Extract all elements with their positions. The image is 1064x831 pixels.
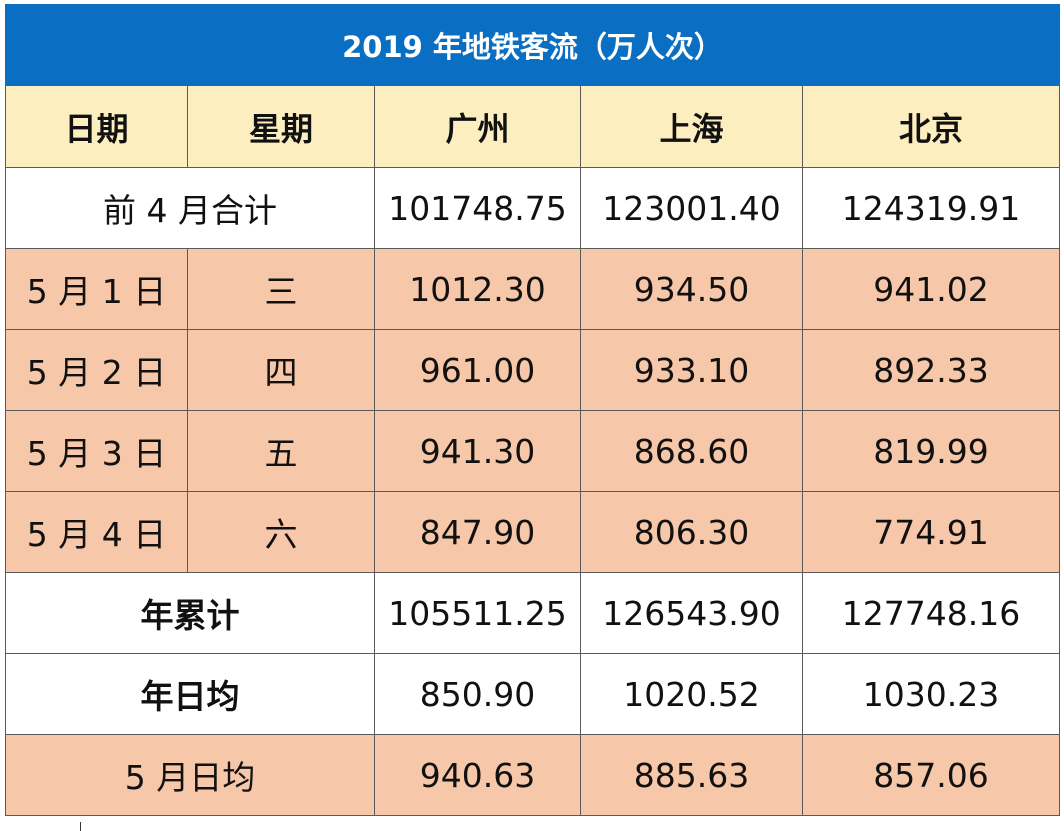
cell-beijing: 774.91 xyxy=(801,491,1061,573)
cell-beijing: 892.33 xyxy=(801,329,1061,411)
metro-ridership-table: 2019 年地铁客流（万人次） 日期 星期 广州 上海 北京 前 4 月合计 1… xyxy=(4,4,1061,816)
header-date: 日期 xyxy=(5,85,188,168)
cell-beijing: 1030.23 xyxy=(801,653,1061,735)
cell-guangzhou: 850.90 xyxy=(374,653,581,735)
row-label: 年累计 xyxy=(5,572,375,654)
cell-guangzhou: 941.30 xyxy=(374,410,581,492)
header-row: 日期 星期 广州 上海 北京 xyxy=(5,85,1061,168)
row-label: 前 4 月合计 xyxy=(5,167,375,249)
cell-beijing: 941.02 xyxy=(801,248,1061,330)
header-shanghai: 上海 xyxy=(580,85,803,168)
cell-date: 5 月 2 日 xyxy=(5,329,188,411)
cell-shanghai: 885.63 xyxy=(580,734,803,816)
cell-shanghai: 123001.40 xyxy=(580,167,803,249)
table-row: 5 月 1 日 三 1012.30 934.50 941.02 xyxy=(5,248,1061,330)
table-row: 年日均 850.90 1020.52 1030.23 xyxy=(5,653,1061,735)
divider-mark xyxy=(80,822,81,831)
header-guangzhou: 广州 xyxy=(374,85,581,168)
header-beijing: 北京 xyxy=(801,85,1061,168)
cell-guangzhou: 105511.25 xyxy=(374,572,581,654)
table-row: 前 4 月合计 101748.75 123001.40 124319.91 xyxy=(5,167,1061,249)
cell-beijing: 124319.91 xyxy=(801,167,1061,249)
cell-beijing: 819.99 xyxy=(801,410,1061,492)
cell-date: 5 月 3 日 xyxy=(5,410,188,492)
cell-guangzhou: 1012.30 xyxy=(374,248,581,330)
cell-weekday: 六 xyxy=(187,491,375,573)
cell-weekday: 四 xyxy=(187,329,375,411)
cell-beijing: 127748.16 xyxy=(801,572,1061,654)
header-weekday: 星期 xyxy=(187,85,375,168)
cell-shanghai: 933.10 xyxy=(580,329,803,411)
table-row: 5 月 2 日 四 961.00 933.10 892.33 xyxy=(5,329,1061,411)
cell-date: 5 月 4 日 xyxy=(5,491,188,573)
cell-weekday: 三 xyxy=(187,248,375,330)
table-row: 5 月 3 日 五 941.30 868.60 819.99 xyxy=(5,410,1061,492)
row-label: 年日均 xyxy=(5,653,375,735)
cell-shanghai: 868.60 xyxy=(580,410,803,492)
cell-shanghai: 934.50 xyxy=(580,248,803,330)
cell-guangzhou: 940.63 xyxy=(374,734,581,816)
table-row: 5 月日均 940.63 885.63 857.06 xyxy=(5,734,1061,816)
cell-shanghai: 1020.52 xyxy=(580,653,803,735)
cell-guangzhou: 961.00 xyxy=(374,329,581,411)
table-row: 年累计 105511.25 126543.90 127748.16 xyxy=(5,572,1061,654)
cell-beijing: 857.06 xyxy=(801,734,1061,816)
table-row: 5 月 4 日 六 847.90 806.30 774.91 xyxy=(5,491,1061,573)
cell-guangzhou: 847.90 xyxy=(374,491,581,573)
cell-shanghai: 126543.90 xyxy=(580,572,803,654)
cell-weekday: 五 xyxy=(187,410,375,492)
cell-shanghai: 806.30 xyxy=(580,491,803,573)
cell-date: 5 月 1 日 xyxy=(5,248,188,330)
table-title: 2019 年地铁客流（万人次） xyxy=(4,4,1061,86)
cell-guangzhou: 101748.75 xyxy=(374,167,581,249)
row-label: 5 月日均 xyxy=(5,734,375,816)
